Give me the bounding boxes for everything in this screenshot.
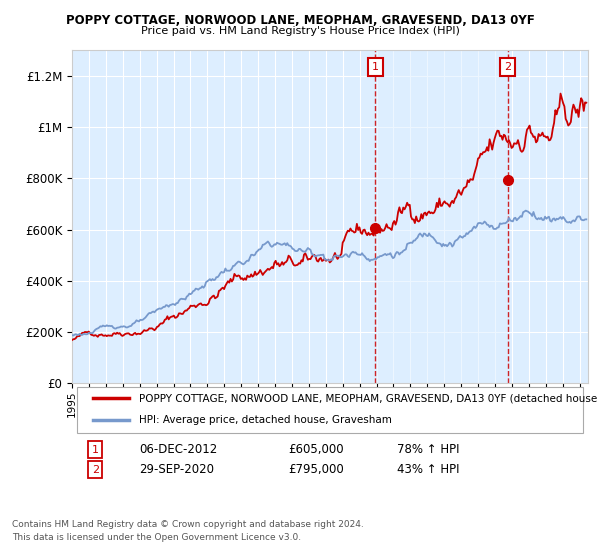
Bar bbox=[375, 50, 508, 383]
Text: 29-SEP-2020: 29-SEP-2020 bbox=[139, 463, 214, 476]
Text: 2: 2 bbox=[92, 465, 99, 474]
Text: 43% ↑ HPI: 43% ↑ HPI bbox=[397, 463, 460, 476]
Text: This data is licensed under the Open Government Licence v3.0.: This data is licensed under the Open Gov… bbox=[12, 533, 301, 542]
Text: 1: 1 bbox=[371, 62, 379, 72]
Text: £605,000: £605,000 bbox=[289, 444, 344, 456]
Text: £795,000: £795,000 bbox=[289, 463, 344, 476]
Text: HPI: Average price, detached house, Gravesham: HPI: Average price, detached house, Grav… bbox=[139, 415, 392, 425]
Text: 78% ↑ HPI: 78% ↑ HPI bbox=[397, 444, 460, 456]
Text: Price paid vs. HM Land Registry's House Price Index (HPI): Price paid vs. HM Land Registry's House … bbox=[140, 26, 460, 36]
FancyBboxPatch shape bbox=[77, 388, 583, 433]
Text: 2: 2 bbox=[504, 62, 511, 72]
Text: 1: 1 bbox=[92, 445, 99, 455]
Text: POPPY COTTAGE, NORWOOD LANE, MEOPHAM, GRAVESEND, DA13 0YF (detached house: POPPY COTTAGE, NORWOOD LANE, MEOPHAM, GR… bbox=[139, 393, 598, 403]
Text: POPPY COTTAGE, NORWOOD LANE, MEOPHAM, GRAVESEND, DA13 0YF: POPPY COTTAGE, NORWOOD LANE, MEOPHAM, GR… bbox=[65, 14, 535, 27]
Text: Contains HM Land Registry data © Crown copyright and database right 2024.: Contains HM Land Registry data © Crown c… bbox=[12, 520, 364, 529]
Text: 06-DEC-2012: 06-DEC-2012 bbox=[139, 444, 217, 456]
